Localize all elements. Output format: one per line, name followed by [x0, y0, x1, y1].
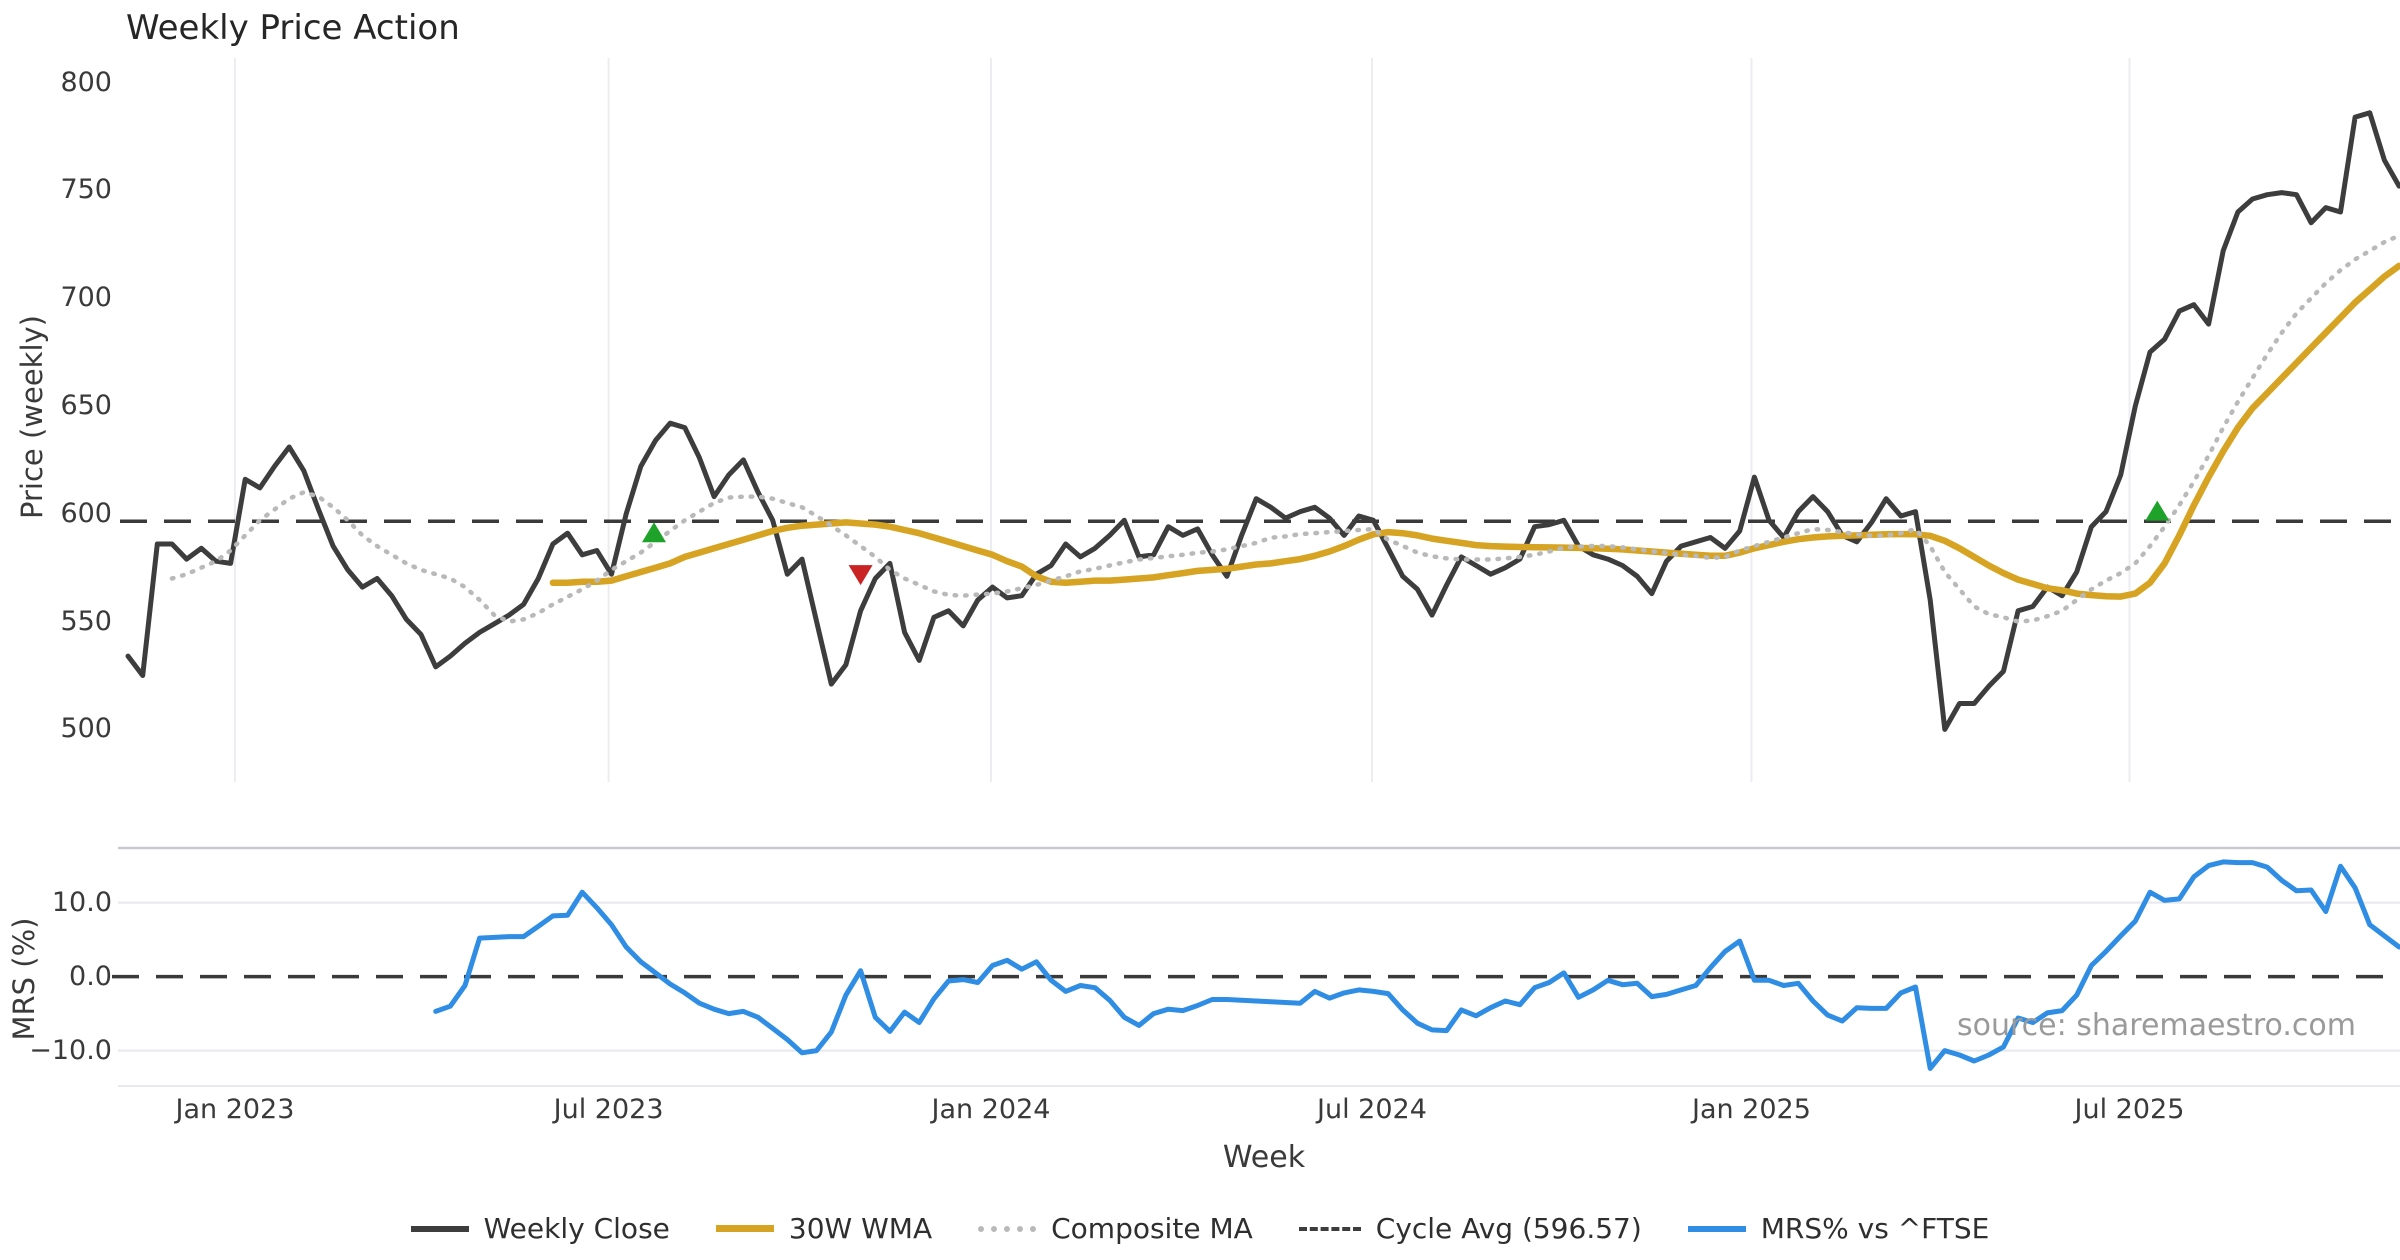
legend-item: Cycle Avg (596.57) [1298, 1212, 1642, 1245]
legend-item: Weekly Close [410, 1212, 670, 1245]
legend-swatch-icon [410, 1225, 469, 1232]
legend-label: Weekly Close [483, 1212, 670, 1245]
price-tick-label: 750 [60, 174, 112, 206]
legend-label: 30W WMA [788, 1212, 933, 1245]
legend-label: Cycle Avg (596.57) [1375, 1212, 1642, 1245]
price-tick-label: 550 [60, 605, 112, 637]
x-tick-label: Jul 2025 [2074, 1094, 2185, 1125]
mrs-tick-label: 10.0 [51, 886, 112, 918]
legend-swatch-icon [715, 1225, 774, 1232]
series-mrs-vs-ftse [433, 859, 2400, 1071]
x-tick-label: Jan 2025 [1691, 1094, 1811, 1125]
series-weekly-close [125, 110, 2400, 732]
x-tick-label: Jul 2024 [1317, 1094, 1427, 1125]
legend-item: 30W WMA [715, 1212, 933, 1245]
series-composite-ma [169, 233, 2400, 624]
x-axis-label: Week [1222, 1140, 1306, 1175]
price-tick-label: 600 [60, 497, 112, 529]
chart-title: Weekly Price Action [126, 8, 460, 48]
price-tick-label: 800 [60, 66, 112, 98]
x-tick-label: Jul 2023 [553, 1094, 664, 1125]
series-30w-wma [549, 262, 2400, 600]
source-attribution: source: sharemaestro.com [1957, 1008, 2356, 1043]
triangle-up-marker [2145, 500, 2170, 521]
legend-item: MRS% vs ^FTSE [1687, 1212, 1990, 1245]
triangle-down-marker [848, 565, 873, 586]
mrs-tick-label: −10.0 [29, 1034, 112, 1066]
triangle-up-marker [642, 522, 667, 543]
legend-swatch-icon [1687, 1225, 1746, 1232]
legend-label: MRS% vs ^FTSE [1760, 1212, 1990, 1245]
x-tick-label: Jan 2023 [175, 1094, 295, 1125]
mrs-tick-label: 0.0 [69, 960, 112, 992]
legend-label: Composite MA [1051, 1212, 1253, 1245]
x-tick-label: Jan 2024 [931, 1094, 1051, 1125]
price-tick-label: 700 [60, 282, 112, 314]
legend-swatch-icon [1298, 1226, 1361, 1231]
legend-swatch-icon [978, 1225, 1037, 1232]
price-tick-label: 650 [60, 390, 112, 421]
price-tick-label: 500 [60, 713, 112, 745]
chart-legend: Weekly Close 30W WMA Composite MA Cycle Avg… [0, 1212, 2400, 1245]
legend-item: Composite MA [978, 1212, 1253, 1245]
